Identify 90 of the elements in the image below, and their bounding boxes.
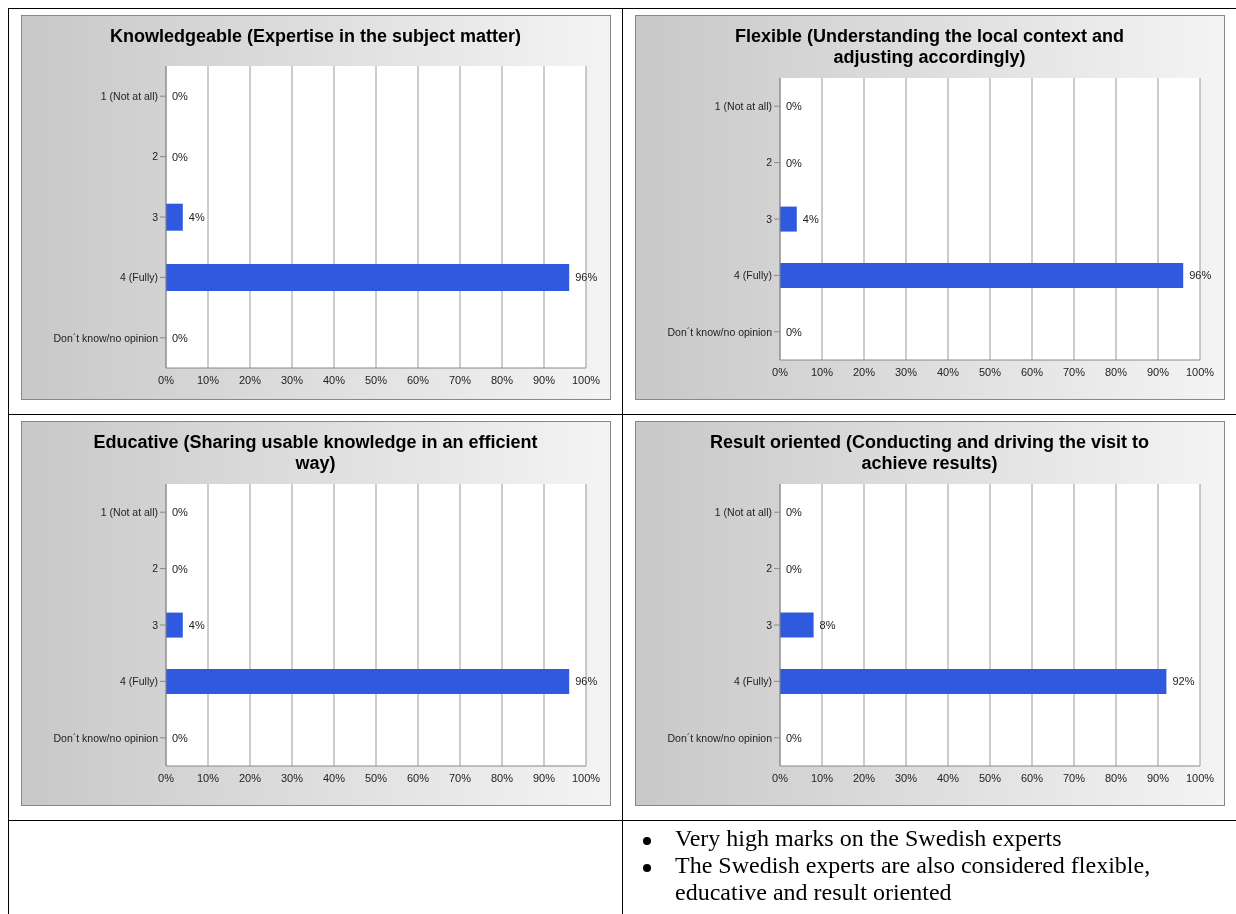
y-tick-label: 4 (Fully) (119, 675, 158, 688)
x-tick-label: 70% (448, 373, 471, 386)
x-tick-label: 50% (364, 771, 387, 784)
x-tick-label: 60% (406, 771, 429, 784)
y-tick-label: 3 (151, 618, 158, 631)
x-tick-label: 100% (571, 373, 600, 386)
y-tick-label: 4 (Fully) (733, 269, 772, 282)
y-tick-label: 3 (765, 212, 772, 225)
x-tick-label: 0% (157, 373, 174, 386)
x-tick-label: 20% (852, 365, 875, 378)
data-label: 4% (802, 213, 819, 225)
data-label: 0% (785, 156, 802, 169)
data-label: 4% (188, 619, 205, 631)
x-tick-label: 40% (936, 771, 959, 784)
y-tick-label: Don´t know/no opinion (53, 731, 158, 744)
x-tick-label: 70% (448, 771, 471, 784)
data-label: 96% (574, 675, 597, 688)
x-tick-label: 50% (978, 771, 1001, 784)
data-label: 0% (171, 150, 188, 163)
data-label: 0% (171, 90, 188, 103)
y-tick-label: 2 (765, 156, 772, 169)
data-label: 0% (785, 731, 802, 744)
x-tick-label: 0% (157, 771, 174, 784)
x-tick-label: 20% (238, 771, 261, 784)
x-tick-label: 40% (322, 373, 345, 386)
y-tick-label: Don´t know/no opinion (667, 731, 772, 744)
y-tick-label: 2 (765, 562, 772, 575)
x-tick-label: 30% (280, 373, 303, 386)
x-tick-label: 40% (936, 365, 959, 378)
x-tick-label: 90% (1146, 771, 1169, 784)
data-label: 92% (1171, 675, 1195, 688)
data-label: 0% (171, 562, 188, 575)
data-label: 8% (819, 619, 836, 631)
data-label: 96% (574, 271, 597, 284)
x-tick-label: 10% (810, 365, 833, 378)
y-tick-label: 1 (Not at all) (100, 505, 158, 518)
y-tick-label: Don´t know/no opinion (667, 325, 772, 338)
y-tick-label: 3 (765, 618, 772, 631)
x-tick-label: 100% (1185, 771, 1214, 784)
x-tick-label: 80% (490, 771, 513, 784)
y-tick-label: Don´t know/no opinion (53, 331, 158, 344)
x-tick-label: 60% (406, 373, 429, 386)
data-label: 96% (1188, 269, 1211, 282)
data-label: 4% (188, 211, 205, 223)
x-tick-label: 10% (810, 771, 833, 784)
x-tick-label: 80% (1104, 365, 1127, 378)
chart-title: Knowledgeable (Expertise in the subject matter) (108, 25, 523, 48)
y-tick-label: 1 (Not at all) (714, 505, 772, 518)
x-tick-label: 0% (771, 365, 788, 378)
text: Very high marks on the Swedish experts (675, 825, 1062, 852)
data-label: 0% (785, 325, 802, 338)
x-tick-label: 50% (364, 373, 387, 386)
data-label: 0% (785, 506, 802, 519)
chart-title: Educative (Sharing usable knowledge in an efficient way) (92, 431, 539, 475)
x-tick-label: 90% (532, 771, 555, 784)
y-tick-label: 4 (Fully) (733, 675, 772, 688)
y-tick-label: 4 (Fully) (119, 271, 158, 284)
x-tick-label: 30% (894, 771, 917, 784)
x-tick-label: 100% (571, 771, 600, 784)
x-tick-label: 20% (238, 373, 261, 386)
data-label: 0% (785, 100, 802, 113)
x-tick-label: 70% (1062, 771, 1085, 784)
y-tick-label: 3 (151, 210, 158, 223)
x-tick-label: 70% (1062, 365, 1085, 378)
x-tick-label: 80% (1104, 771, 1127, 784)
x-tick-label: 50% (978, 365, 1001, 378)
text: The Swedish experts are also considered flexible, educative and result oriented (675, 852, 1152, 906)
y-tick-label: 1 (Not at all) (100, 89, 158, 102)
y-tick-label: 2 (151, 562, 158, 575)
data-label: 0% (785, 562, 802, 575)
x-tick-label: 30% (894, 365, 917, 378)
y-tick-label: 2 (151, 150, 158, 163)
x-tick-label: 60% (1020, 365, 1043, 378)
x-tick-label: 10% (196, 373, 219, 386)
data-label: 0% (171, 731, 188, 744)
x-tick-label: 60% (1020, 771, 1043, 784)
chart-title: Flexible (Understanding the local context and adjusting accordingly) (733, 25, 1126, 69)
data-label: 0% (171, 331, 188, 344)
x-tick-label: 80% (490, 373, 513, 386)
x-tick-label: 100% (1185, 365, 1214, 378)
x-tick-label: 40% (322, 771, 345, 784)
x-tick-label: 90% (532, 373, 555, 386)
x-tick-label: 10% (196, 771, 219, 784)
data-label: 0% (171, 506, 188, 519)
x-tick-label: 20% (852, 771, 875, 784)
x-tick-label: 0% (771, 771, 788, 784)
x-tick-label: 90% (1146, 365, 1169, 378)
y-tick-label: 1 (Not at all) (714, 99, 772, 112)
chart-title: Result oriented (Conducting and driving the visit to achieve results) (709, 431, 1150, 475)
x-tick-label: 30% (280, 771, 303, 784)
